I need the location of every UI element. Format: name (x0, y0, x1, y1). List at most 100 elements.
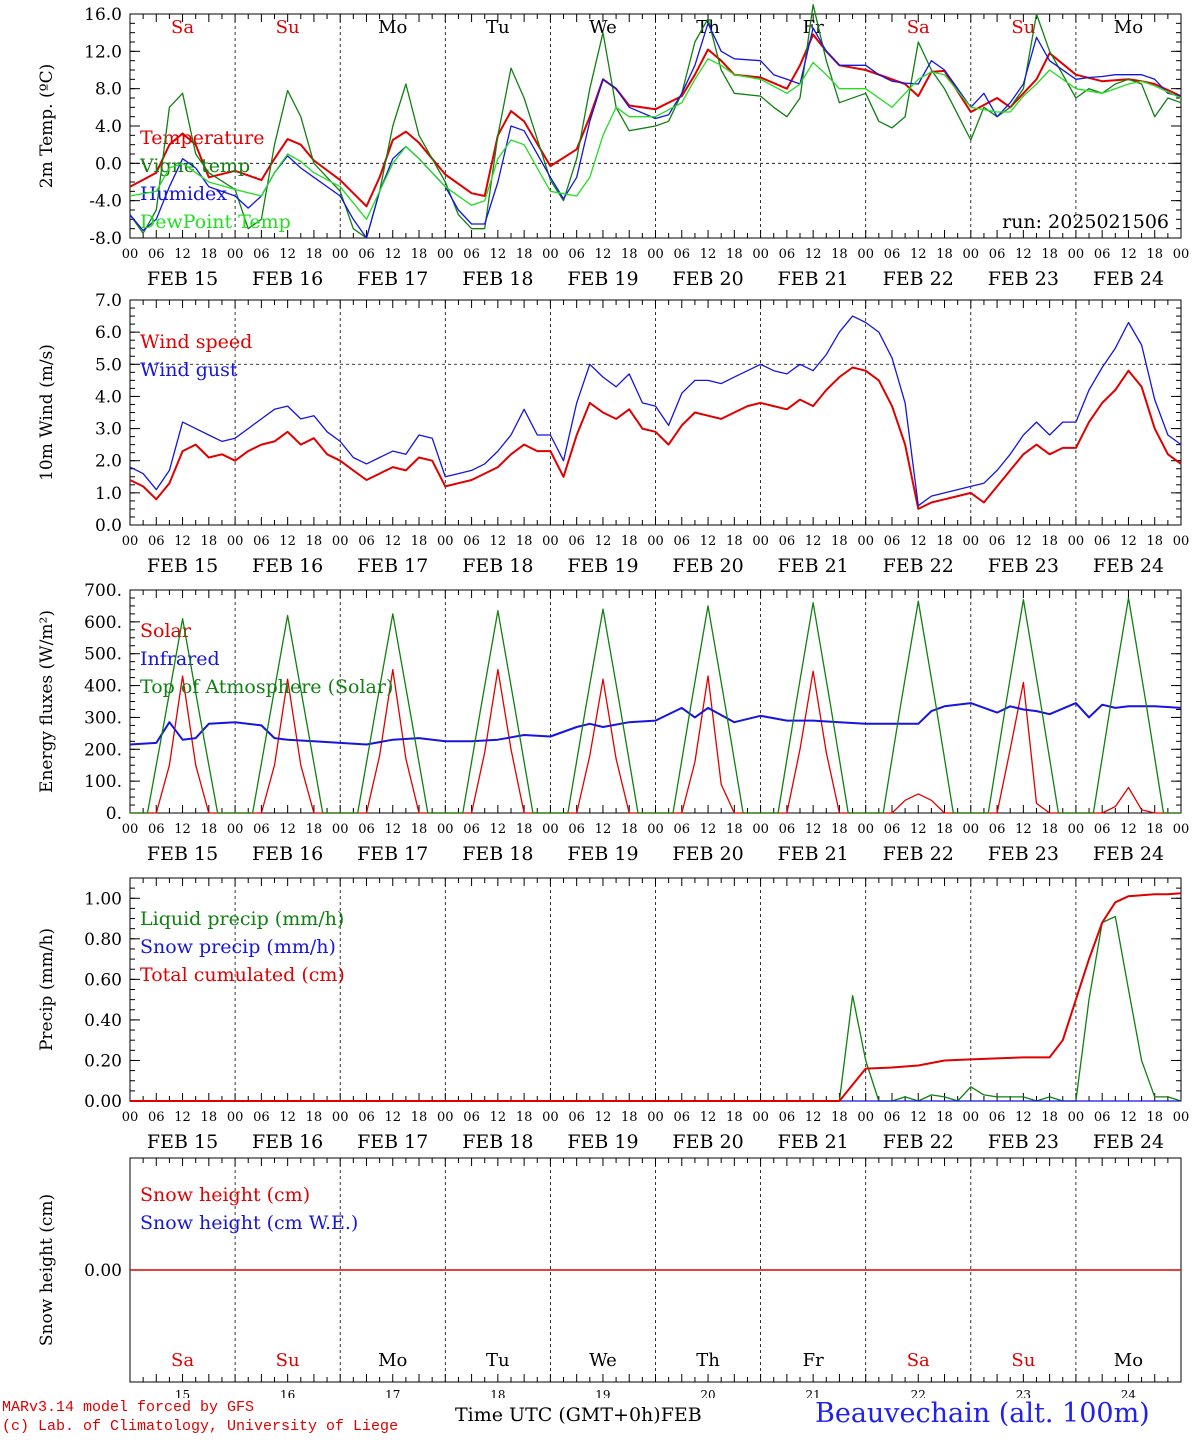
x-hour-label: 18 (621, 822, 638, 837)
x-date-label: FEB 15 (147, 843, 218, 865)
x-hour-label: 18 (936, 247, 953, 262)
x-hour-label: 18 (936, 822, 953, 837)
x-hour-label: 18 (726, 822, 743, 837)
x-hour-label: 00 (1068, 247, 1085, 262)
y-tick-label: 0.0 (95, 516, 122, 536)
x-hour-label: 12 (1015, 1110, 1032, 1125)
x-hour-label: 12 (910, 534, 927, 549)
x-hour-label: 06 (463, 534, 480, 549)
legend-entry: Wind speed (140, 331, 252, 353)
x-hour-label: 18 (201, 534, 218, 549)
x-date-label: 15 (175, 1388, 190, 1398)
x-date-label: FEB 16 (252, 555, 323, 577)
x-hour-label: 00 (542, 534, 559, 549)
x-hour-label: 18 (831, 247, 848, 262)
x-hour-label: 18 (726, 1110, 743, 1125)
x-date-label: 17 (385, 1388, 400, 1398)
x-hour-label: 00 (437, 534, 454, 549)
x-hour-label: 00 (857, 247, 874, 262)
x-hour-label: 00 (752, 1110, 769, 1125)
x-date-label: FEB 24 (1093, 843, 1164, 865)
series-line-infrared (129, 702, 1182, 746)
x-date-label: FEB 17 (357, 555, 428, 577)
x-hour-label: 00 (227, 247, 244, 262)
x-date-label: FEB 21 (778, 843, 849, 865)
y-tick-label: 7.0 (95, 291, 122, 311)
x-hour-label: 18 (1041, 822, 1058, 837)
x-hour-label: 12 (279, 247, 296, 262)
x-hour-label: 18 (936, 1110, 953, 1125)
legend-entry: Infrared (140, 648, 220, 670)
x-date-label: FEB 21 (778, 268, 849, 290)
x-hour-label: 12 (279, 534, 296, 549)
x-date-label: 20 (700, 1388, 715, 1398)
series-line-wind-speed (129, 366, 1182, 510)
x-hour-label: 12 (1015, 534, 1032, 549)
x-axis-month-label: FEB (660, 1404, 702, 1426)
x-hour-label: 00 (122, 534, 139, 549)
x-hour-label: 12 (595, 1110, 612, 1125)
x-date-label: FEB 21 (778, 555, 849, 577)
x-date-label: FEB 23 (988, 843, 1059, 865)
x-hour-label: 06 (358, 822, 375, 837)
run-annotation: run: 2025021506 (1002, 211, 1169, 233)
x-hour-label: 00 (752, 822, 769, 837)
x-hour-label: 12 (805, 247, 822, 262)
x-hour-label: 00 (1173, 247, 1190, 262)
x-hour-label: 00 (647, 247, 664, 262)
y-axis-label: 2m Temp. (ºC) (37, 64, 57, 189)
y-tick-label: 4.0 (95, 387, 122, 407)
x-hour-label: 18 (306, 534, 323, 549)
x-date-label: FEB 18 (462, 1131, 533, 1153)
x-hour-label: 00 (857, 534, 874, 549)
y-tick-label: 700. (84, 581, 122, 601)
y-tick-label: -4.0 (89, 192, 122, 212)
x-hour-label: 18 (726, 534, 743, 549)
series-line-vigne-temp (129, 4, 1182, 239)
x-date-label: FEB 16 (252, 1131, 323, 1153)
y-tick-label: 1.0 (95, 484, 122, 504)
x-hour-label: 18 (306, 247, 323, 262)
x-date-label: FEB 17 (357, 1131, 428, 1153)
y-tick-label: 0.00 (84, 1261, 122, 1281)
x-hour-label: 06 (1094, 822, 1111, 837)
series-line-dewpoint-temp (129, 58, 1182, 220)
x-hour-label: 06 (463, 822, 480, 837)
x-date-label: FEB 19 (567, 1131, 638, 1153)
legend-entry: Humidex (140, 183, 227, 205)
x-hour-label: 00 (1173, 534, 1190, 549)
x-date-label: FEB 15 (147, 1131, 218, 1153)
x-hour-label: 06 (884, 534, 901, 549)
x-date-label: FEB 17 (357, 268, 428, 290)
x-hour-label: 00 (542, 1110, 559, 1125)
x-hour-label: 00 (542, 247, 559, 262)
x-hour-label: 06 (1094, 247, 1111, 262)
x-date-label: FEB 21 (778, 1131, 849, 1153)
x-date-label: FEB 22 (883, 1131, 954, 1153)
x-date-label: FEB 16 (252, 843, 323, 865)
x-hour-label: 06 (568, 822, 585, 837)
x-axis-time-label: Time UTC (GMT+0h) (455, 1404, 661, 1426)
y-tick-label: 2.0 (95, 452, 122, 472)
series-line-top-of-atmosphere-solar (130, 597, 1181, 814)
x-hour-label: 18 (1041, 1110, 1058, 1125)
x-hour-label: 18 (1146, 1110, 1163, 1125)
x-hour-label: 18 (1041, 534, 1058, 549)
x-hour-label: 18 (1146, 534, 1163, 549)
x-hour-label: 00 (963, 822, 980, 837)
x-hour-label: 12 (490, 247, 507, 262)
weekday-label: Th (696, 1350, 720, 1371)
y-tick-label: 3.0 (95, 420, 122, 440)
x-axis-title: Time UTC (GMT+0h)FEB (455, 1404, 702, 1426)
x-hour-label: 06 (674, 247, 691, 262)
x-hour-label: 12 (490, 534, 507, 549)
x-hour-label: 18 (201, 247, 218, 262)
x-date-label: FEB 22 (883, 268, 954, 290)
x-date-label: 24 (1121, 1388, 1137, 1398)
x-hour-label: 12 (1120, 1110, 1137, 1125)
weekday-label: Tu (486, 1350, 510, 1371)
x-hour-label: 00 (437, 1110, 454, 1125)
x-hour-label: 12 (1015, 822, 1032, 837)
x-hour-label: 06 (253, 534, 270, 549)
x-date-label: 22 (911, 1388, 926, 1398)
